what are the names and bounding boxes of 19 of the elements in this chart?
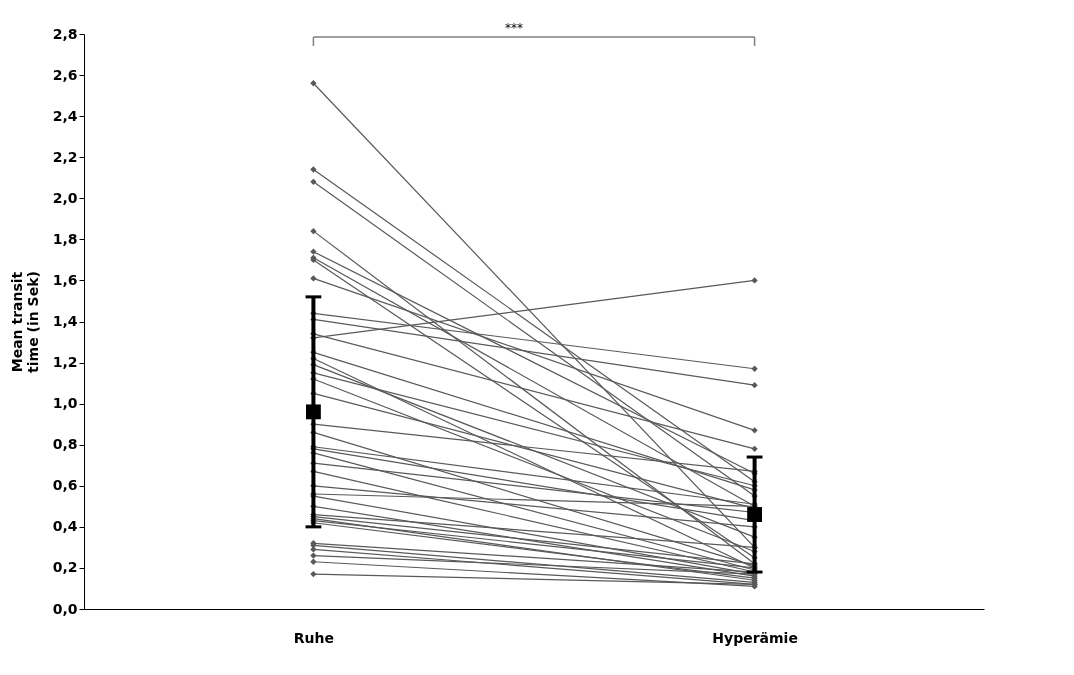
y-tick-label: 2,0 [52, 189, 78, 206]
y-tick-label: 0,2 [52, 559, 78, 576]
x-tick-label: Hyperämie [712, 629, 798, 646]
y-tick-label: 0,4 [52, 518, 78, 535]
y-tick-label: 0,8 [52, 436, 78, 453]
y-axis-title: Mean transit time (in Sek) [8, 271, 41, 373]
annotation: *** [505, 21, 523, 35]
y-tick-label: 0,6 [52, 477, 78, 494]
y-tick-label: 2,8 [52, 25, 78, 42]
y-tick-label: 2,2 [52, 148, 78, 165]
y-tick-label: 0,0 [52, 600, 78, 617]
y-tick-label: 1,2 [52, 354, 78, 371]
y-tick-label: 2,4 [52, 107, 78, 124]
y-tick-label: 1,8 [52, 230, 78, 247]
y-tick-label: 1,6 [52, 271, 78, 288]
y-tick-label: 1,0 [52, 395, 78, 412]
y-tick-label: 1,4 [52, 313, 78, 329]
x-tick-label: Ruhe [293, 629, 335, 646]
y-tick-label: 2,6 [52, 66, 78, 83]
